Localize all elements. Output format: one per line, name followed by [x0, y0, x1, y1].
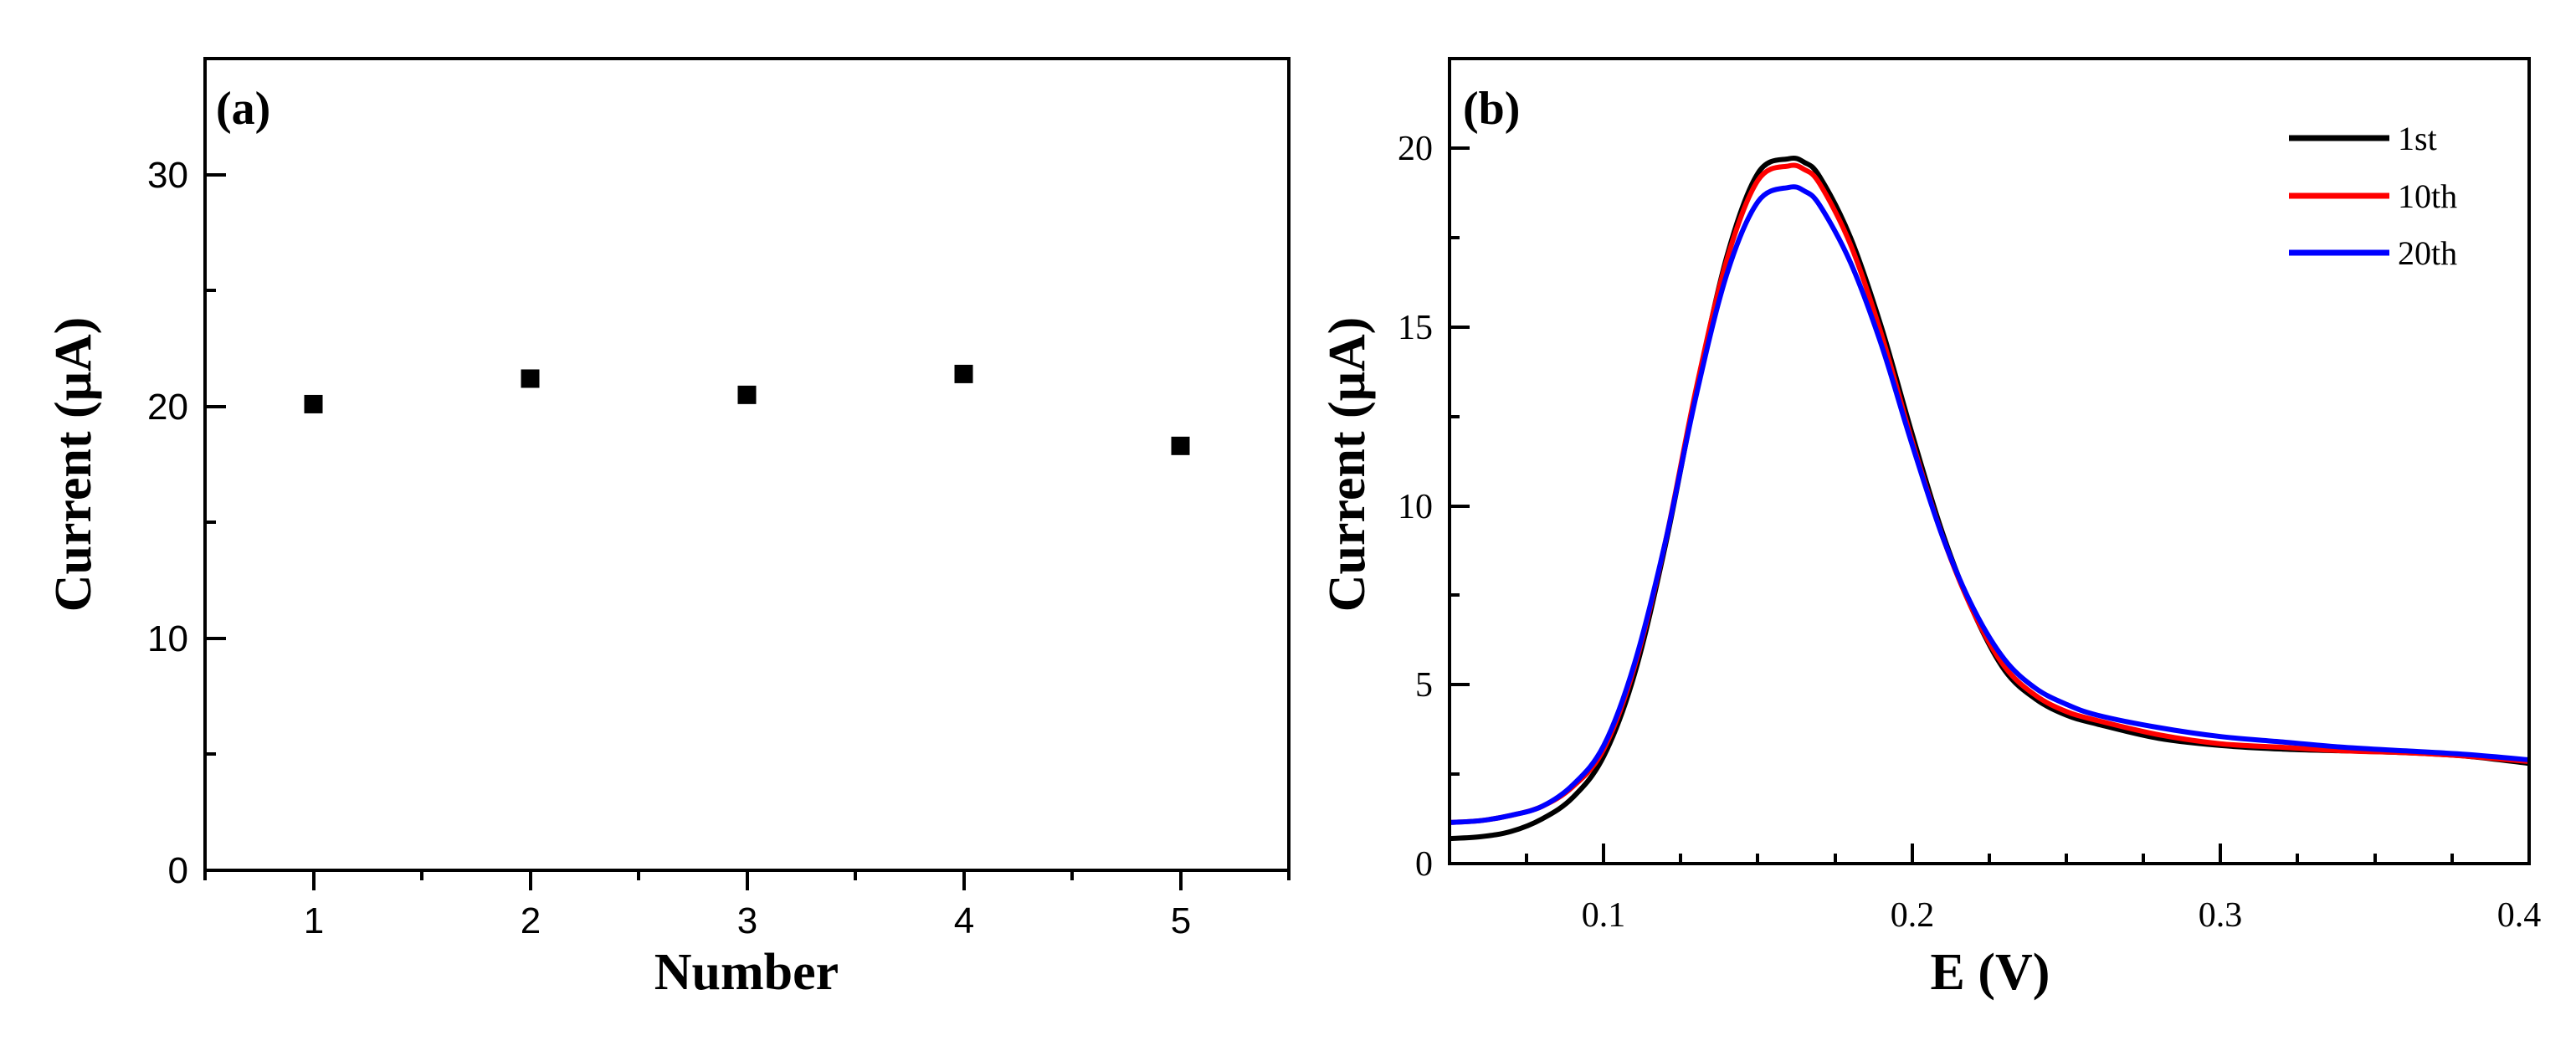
- y-tick-label-a-0: 0: [168, 850, 188, 891]
- x-tick-label-a-4: 4: [954, 900, 974, 941]
- y-tick-label-a-10: 10: [147, 618, 188, 659]
- x-tick-label-a-3: 3: [737, 900, 757, 941]
- y-axis-title-a: Current (μA): [45, 317, 102, 613]
- y-tick-label-b-15: 15: [1398, 309, 1433, 347]
- x-tick-label-b-0.1: 0.1: [1582, 896, 1626, 935]
- x-tick-label-a-2: 2: [521, 900, 541, 941]
- data-point-2: [521, 369, 540, 388]
- x-tick-label-b-0.4: 0.4: [2497, 896, 2542, 935]
- y-tick-label-b-10: 10: [1398, 488, 1433, 526]
- data-point-3: [737, 385, 757, 404]
- panel-label-a: (a): [216, 83, 270, 135]
- y-tick-label-a-20: 20: [147, 387, 188, 428]
- data-point-4: [954, 364, 973, 383]
- y-tick-label-b-0: 0: [1415, 845, 1433, 884]
- series-lines-b: [1449, 155, 2530, 842]
- y-axis-title-b: Current (μA): [1319, 317, 1376, 613]
- legend-label-1st: 1st: [2398, 120, 2437, 157]
- panel-label-b: (b): [1463, 83, 1520, 135]
- series-line-20th: [1449, 184, 2530, 825]
- y-ticks-a: [205, 173, 226, 872]
- y-ticks-b: [1450, 146, 1470, 865]
- x-tick-label-a-1: 1: [304, 900, 324, 941]
- data-point-1: [304, 394, 323, 413]
- x-ticks-a: [203, 870, 1291, 890]
- y-tick-label-b-20: 20: [1398, 130, 1433, 168]
- x-tick-label-b-0.2: 0.2: [1891, 896, 1935, 935]
- legend-label-20th: 20th: [2398, 234, 2457, 272]
- x-tick-label-a-5: 5: [1171, 900, 1191, 941]
- plot-frame-a: [203, 57, 1291, 872]
- y-tick-label-a-30: 30: [147, 155, 188, 196]
- y-tick-label-b-5: 5: [1415, 666, 1433, 705]
- x-axis-title-a: Number: [654, 944, 839, 1001]
- legend-label-10th: 10th: [2398, 177, 2457, 215]
- data-points-a: [304, 364, 1190, 455]
- panel-a: 0 10 20 30 1 2 3 4 5 Number Current (μA)…: [45, 57, 1291, 1001]
- x-tick-label-b-0.3: 0.3: [2199, 896, 2243, 935]
- legend: 1st 10th 20th: [2289, 120, 2457, 272]
- panel-b: 0 5 10 15 20 0.1 0.2 0.3 0.4 E (V) Curre…: [1319, 57, 2542, 1001]
- data-point-5: [1171, 436, 1190, 455]
- x-axis-title-b: E (V): [1931, 944, 2050, 1001]
- x-ticks-b: [1525, 844, 2454, 864]
